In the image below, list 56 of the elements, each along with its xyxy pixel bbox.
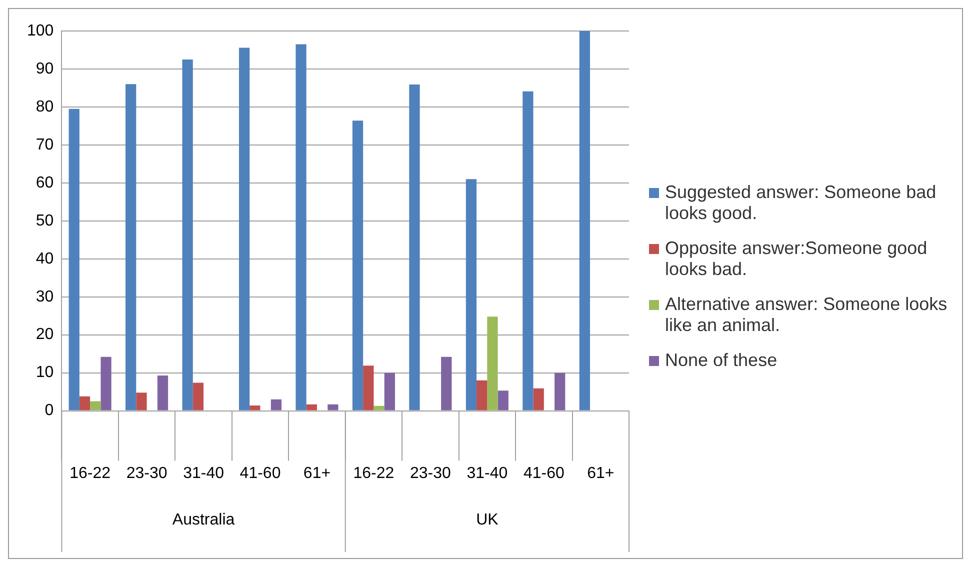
- bar: [126, 84, 136, 410]
- bar: [270, 399, 282, 410]
- x-tick-label: 23-30: [410, 464, 452, 482]
- bar: [522, 91, 534, 410]
- y-tick-label: 30: [36, 288, 54, 306]
- bar: [374, 406, 384, 410]
- text: UK: [476, 511, 499, 528]
- x-tick-label: 31-40: [466, 464, 508, 482]
- bar: [352, 120, 364, 410]
- legend-label: Suggested answer: Someone bad looks good.: [665, 182, 938, 224]
- bar: [79, 396, 90, 410]
- x-tick-label: 41-60: [240, 464, 281, 482]
- text: Australia: [172, 511, 235, 528]
- bar: [328, 404, 338, 410]
- y-tick-label: 80: [36, 98, 54, 116]
- legend-label: None of these: [665, 350, 778, 371]
- bar: [157, 375, 168, 410]
- bar: [384, 372, 395, 410]
- bar: [554, 372, 566, 410]
- y-tick-label: 0: [44, 402, 54, 420]
- bar: [579, 31, 590, 410]
- bar: [466, 179, 477, 410]
- y-tick-label: 10: [36, 364, 54, 382]
- y-tick-label: 90: [36, 60, 54, 78]
- bar: [487, 316, 498, 410]
- legend-label: Alternative answer: Someone looks like an animal.: [665, 294, 948, 336]
- bar: [441, 356, 452, 410]
- bar: [238, 48, 250, 410]
- bar: [476, 380, 488, 410]
- x-tick-label: 41-60: [523, 464, 564, 482]
- y-tick-label: 100: [26, 22, 54, 40]
- y-tick-label: 50: [36, 212, 54, 230]
- x-tick-label: 23-30: [126, 464, 168, 482]
- bar: [250, 405, 260, 410]
- bar: [68, 108, 80, 410]
- x-tick-label: 16-22: [353, 464, 394, 482]
- x-tick-label: 61+: [587, 464, 614, 482]
- bar: [182, 59, 193, 410]
- bar: [533, 388, 544, 410]
- y-tick-label: 40: [36, 250, 54, 268]
- legend-label: Opposite answer:Someone good looks bad.: [665, 238, 928, 280]
- bar: [192, 382, 204, 410]
- y-tick-label: 70: [36, 136, 54, 154]
- bar: [90, 401, 101, 410]
- y-tick-label: 20: [36, 326, 54, 344]
- bar: [306, 404, 317, 410]
- x-tick-label: 61+: [303, 464, 331, 482]
- bar: [498, 390, 508, 410]
- bar: [296, 44, 306, 410]
- x-tick-label: 31-40: [183, 464, 224, 482]
- bar: [409, 84, 420, 410]
- bar: [136, 392, 147, 410]
- bar: [363, 366, 374, 410]
- bar: [100, 356, 112, 410]
- x-tick-label: 16-22: [70, 464, 111, 482]
- y-tick-label: 60: [36, 174, 54, 192]
